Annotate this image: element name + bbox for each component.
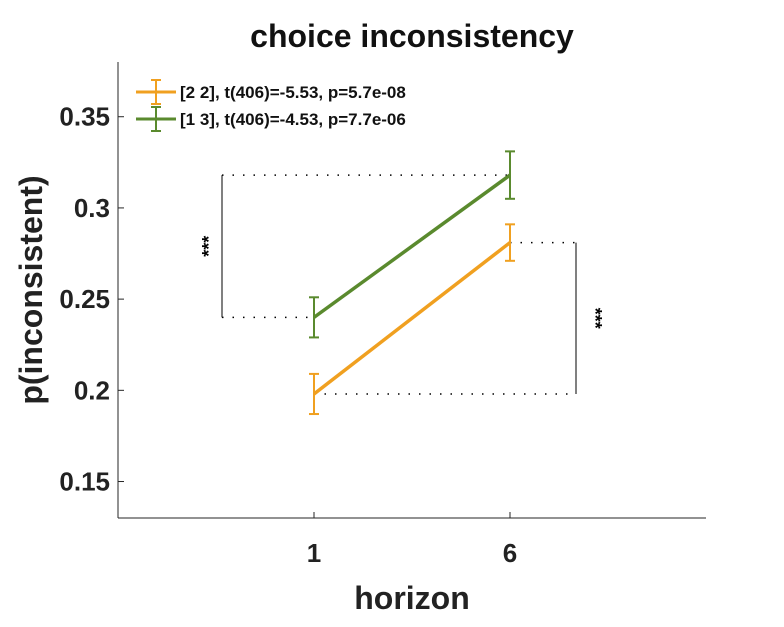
y-tick-label: 0.25: [59, 284, 110, 314]
legend: [2 2], t(406)=-5.53, p=5.7e-08 [1 3], t(4…: [136, 79, 406, 132]
series-line: [312, 173, 512, 319]
x-axis-label: horizon: [354, 580, 470, 616]
significance-label: ***: [199, 236, 219, 257]
chart-title: choice inconsistency: [250, 18, 574, 54]
x-tick-label: 6: [503, 538, 517, 568]
significance-label: ***: [585, 308, 605, 329]
x-tick-label: 1: [307, 538, 321, 568]
significance-brackets: *** ***: [199, 174, 605, 395]
y-tick-label: 0.35: [59, 102, 110, 132]
legend-label: [1 3], t(406)=-4.53, p=7.7e-06: [180, 110, 406, 129]
y-tick-label: 0.2: [74, 375, 110, 405]
y-tick-label: 0.3: [74, 193, 110, 223]
y-axis-label: p(inconsistent): [13, 175, 49, 404]
axes: 0.15 0.2 0.25 0.3 0.35 1 6: [59, 62, 706, 568]
series-line: [312, 241, 512, 396]
series-layer: [309, 150, 515, 416]
legend-label: [2 2], t(406)=-5.53, p=5.7e-08: [180, 83, 406, 102]
y-tick-label: 0.15: [59, 467, 110, 497]
